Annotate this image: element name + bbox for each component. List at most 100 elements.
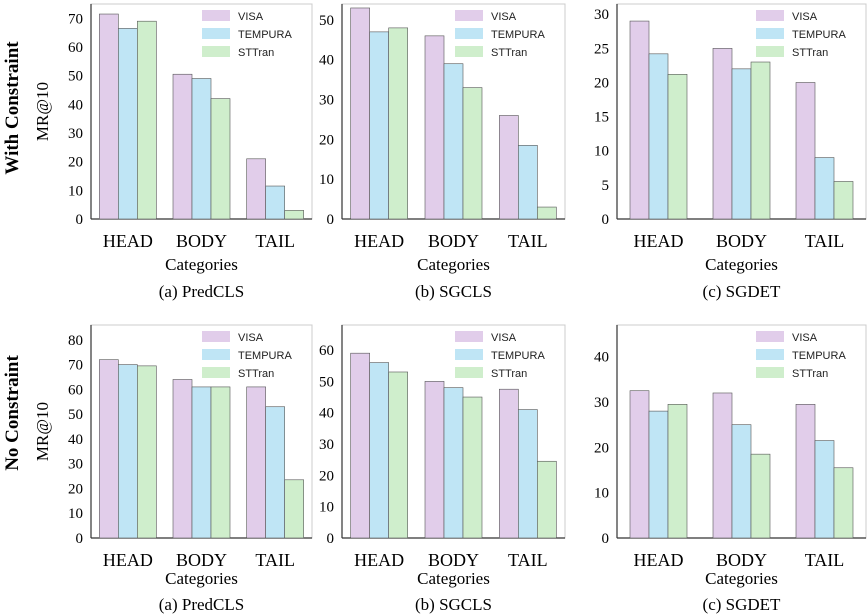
- y-tick-label: 30: [319, 437, 334, 453]
- bar-visa-tail: [499, 115, 519, 220]
- x-tick-label: TAIL: [255, 231, 295, 251]
- bar-sttran-body: [462, 87, 483, 220]
- legend-label-tempura: TEMPURA: [238, 350, 292, 362]
- bar-visa-body: [172, 379, 193, 539]
- bar-tempura-body: [191, 78, 212, 220]
- x-axis-title: Categories: [705, 569, 778, 588]
- bar-tempura-tail: [518, 409, 538, 539]
- bar-tempura-head: [118, 28, 138, 220]
- bar-sttran-head: [388, 27, 408, 220]
- legend-swatch-sttran: [756, 367, 784, 378]
- bar-visa-body: [712, 392, 733, 539]
- bar-tempura-tail: [518, 145, 538, 220]
- legend-swatch-sttran: [455, 367, 483, 378]
- y-tick-label: 50: [319, 13, 334, 29]
- y-tick-label: 30: [594, 7, 609, 23]
- legend-swatch-sttran: [756, 46, 784, 57]
- legend-label-tempura: TEMPURA: [792, 350, 846, 362]
- bar-tempura-head: [648, 53, 669, 220]
- y-tick-label: 30: [319, 93, 334, 109]
- legend-swatch-visa: [202, 10, 230, 21]
- legend-swatch-tempura: [756, 28, 784, 39]
- bar-sttran-tail: [284, 479, 304, 539]
- y-tick-label: 10: [319, 172, 334, 188]
- y-tick-label: 70: [68, 358, 83, 374]
- bar-visa-head: [99, 13, 119, 220]
- bar-visa-tail: [499, 388, 519, 539]
- y-tick-label: 0: [602, 531, 610, 547]
- bar-visa-tail: [246, 158, 266, 220]
- panel-caption: (b) SGCLS: [415, 282, 492, 301]
- bar-visa-head: [99, 359, 119, 539]
- legend-swatch-tempura: [202, 349, 230, 360]
- y-tick-label: 20: [319, 132, 334, 148]
- y-tick-label: 10: [68, 506, 83, 522]
- chart-panel-5: 0 10 20 30 40 HEAD BODY TAIL VISA TEMPURA STTran Ca…: [594, 324, 867, 614]
- row-label-no-constraint: No Constraint: [2, 355, 23, 471]
- x-tick-label: HEAD: [354, 231, 404, 251]
- y-axis-title: MR@10: [33, 402, 52, 461]
- bar-tempura-body: [731, 424, 752, 539]
- bar-sttran-body: [210, 98, 231, 220]
- bar-visa-tail: [795, 404, 816, 539]
- bar-sttran-head: [667, 74, 688, 220]
- y-tick-label: 50: [319, 374, 334, 390]
- x-tick-label: BODY: [716, 231, 767, 251]
- panel-caption: (b) SGCLS: [415, 595, 492, 614]
- y-tick-label: 30: [68, 126, 83, 142]
- legend-label-sttran: STTran: [792, 368, 828, 380]
- legend-label-visa: VISA: [491, 11, 517, 23]
- bar-tempura-tail: [814, 440, 835, 539]
- x-tick-label: BODY: [176, 550, 227, 570]
- x-tick-label: HEAD: [103, 550, 153, 570]
- y-axis-title: MR@10: [33, 82, 52, 141]
- legend-swatch-sttran: [455, 46, 483, 57]
- y-tick-label: 0: [327, 531, 335, 547]
- y-tick-label: 40: [594, 350, 609, 366]
- y-tick-label: 10: [319, 500, 334, 516]
- bar-sttran-tail: [833, 467, 854, 539]
- y-tick-label: 60: [319, 343, 334, 359]
- bar-sttran-head: [667, 404, 688, 539]
- bar-visa-head: [629, 20, 650, 220]
- bar-sttran-body: [750, 61, 771, 220]
- legend-label-sttran: STTran: [491, 47, 527, 59]
- bar-tempura-body: [731, 68, 752, 220]
- bar-tempura-tail: [265, 185, 285, 220]
- chart-panel-3: 0 10 20 30 40 50 60 70 80 HEAD BODY TAIL VISA TEMPURA…: [33, 324, 313, 614]
- bar-sttran-head: [388, 371, 408, 539]
- legend-label-tempura: TEMPURA: [238, 29, 292, 41]
- bar-tempura-body: [443, 387, 464, 539]
- panel-caption: (c) SGDET: [703, 282, 782, 301]
- legend-label-tempura: TEMPURA: [792, 29, 846, 41]
- x-axis-title: Categories: [705, 255, 778, 274]
- chart-panels: 0 10 20 30 40 50 60 70 HEAD BODY TAIL VISA TEMPURA ST…: [33, 3, 867, 614]
- bar-tempura-head: [118, 364, 138, 539]
- bar-sttran-tail: [537, 460, 557, 539]
- legend-label-sttran: STTran: [238, 368, 274, 380]
- y-tick-label: 60: [68, 382, 83, 398]
- bar-visa-body: [712, 48, 733, 220]
- x-tick-label: TAIL: [255, 550, 295, 570]
- legend-label-sttran: STTran: [238, 47, 274, 59]
- legend-label-sttran: STTran: [792, 47, 828, 59]
- bar-visa-head: [629, 390, 650, 539]
- y-tick-label: 20: [68, 481, 83, 497]
- legend-swatch-tempura: [202, 28, 230, 39]
- row-label-with-constraint: With Constraint: [2, 41, 23, 175]
- y-tick-label: 20: [68, 155, 83, 171]
- panel-caption: (a) PredCLS: [159, 595, 244, 614]
- bar-tempura-head: [369, 31, 389, 220]
- y-tick-label: 30: [68, 457, 83, 473]
- panel-caption: (c) SGDET: [703, 595, 782, 614]
- x-axis-title: Categories: [165, 569, 238, 588]
- x-tick-label: BODY: [176, 231, 227, 251]
- legend-swatch-visa: [455, 331, 483, 342]
- y-tick-label: 15: [594, 110, 609, 126]
- panel-caption: (a) PredCLS: [159, 282, 244, 301]
- y-tick-label: 40: [319, 406, 334, 422]
- legend-label-visa: VISA: [491, 332, 517, 344]
- y-tick-label: 20: [594, 75, 609, 91]
- legend-label-sttran: STTran: [491, 368, 527, 380]
